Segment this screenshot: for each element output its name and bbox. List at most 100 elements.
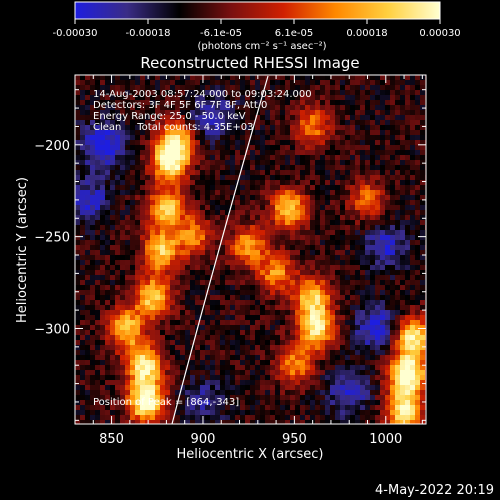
heatmap-cell: [125, 110, 131, 116]
heatmap-cell: [210, 355, 216, 361]
heatmap-cell: [200, 185, 206, 191]
heatmap-cell: [130, 290, 136, 296]
heatmap-cell: [110, 395, 116, 401]
heatmap-cell: [310, 245, 316, 251]
heatmap-cell: [370, 135, 376, 141]
heatmap-cell: [145, 170, 151, 176]
heatmap-cell: [375, 125, 381, 131]
heatmap-cell: [105, 235, 111, 241]
heatmap-cell: [85, 205, 91, 211]
heatmap-cell: [200, 310, 206, 316]
heatmap-cell: [330, 390, 336, 396]
heatmap-cell: [415, 370, 421, 376]
heatmap-cell: [250, 85, 256, 91]
heatmap-cell: [125, 145, 131, 151]
heatmap-cell: [80, 195, 86, 201]
heatmap-cell: [80, 275, 86, 281]
heatmap-cell: [320, 165, 326, 171]
heatmap-cell: [385, 285, 391, 291]
heatmap-cell: [330, 270, 336, 276]
heatmap-cell: [180, 185, 186, 191]
heatmap-cell: [110, 175, 116, 181]
heatmap-cell: [365, 215, 371, 221]
heatmap-cell: [130, 210, 136, 216]
heatmap-cell: [200, 95, 206, 101]
heatmap-cell: [100, 395, 106, 401]
heatmap-cell: [300, 115, 306, 121]
heatmap-cell: [270, 255, 276, 261]
heatmap-cell: [390, 365, 396, 371]
heatmap-cell: [185, 155, 191, 161]
heatmap-cell: [345, 90, 351, 96]
heatmap-cell: [235, 215, 241, 221]
heatmap-cell: [275, 350, 281, 356]
heatmap-cell: [350, 195, 356, 201]
heatmap-cell: [325, 385, 331, 391]
heatmap-cell: [130, 240, 136, 246]
heatmap-cell: [300, 375, 306, 381]
heatmap-cell: [165, 220, 171, 226]
heatmap-cell: [405, 140, 411, 146]
heatmap-cell: [275, 255, 281, 261]
heatmap-cell: [360, 140, 366, 146]
heatmap-cell: [205, 100, 211, 106]
heatmap-cell: [80, 110, 86, 116]
heatmap-cell: [335, 90, 341, 96]
heatmap-cell: [375, 90, 381, 96]
heatmap-cell: [245, 270, 251, 276]
heatmap-cell: [210, 165, 216, 171]
heatmap-cell: [150, 115, 156, 121]
heatmap-cell: [295, 150, 301, 156]
heatmap-cell: [235, 230, 241, 236]
heatmap-cell: [120, 275, 126, 281]
heatmap-cell: [105, 80, 111, 86]
heatmap-cell: [235, 190, 241, 196]
heatmap-cell: [195, 315, 201, 321]
heatmap-cell: [80, 355, 86, 361]
heatmap-cell: [335, 340, 341, 346]
heatmap-cell: [110, 265, 116, 271]
heatmap-cell: [110, 260, 116, 266]
heatmap-cell: [125, 305, 131, 311]
heatmap-cell: [120, 390, 126, 396]
heatmap-cell: [155, 320, 161, 326]
heatmap-cell: [355, 205, 361, 211]
heatmap-cell: [85, 100, 91, 106]
heatmap-cell: [225, 400, 231, 406]
heatmap-cell: [405, 400, 411, 406]
heatmap-cell: [75, 375, 81, 381]
heatmap-cell: [290, 405, 296, 411]
heatmap-cell: [365, 165, 371, 171]
heatmap-cell: [245, 285, 251, 291]
heatmap-cell: [270, 395, 276, 401]
heatmap-cell: [260, 130, 266, 136]
heatmap-cell: [110, 340, 116, 346]
heatmap-cell: [225, 175, 231, 181]
heatmap-cell: [175, 240, 181, 246]
heatmap-cell: [215, 95, 221, 101]
heatmap-cell: [350, 315, 356, 321]
heatmap-cell: [190, 230, 196, 236]
heatmap-cell: [280, 355, 286, 361]
heatmap-cell: [260, 210, 266, 216]
heatmap-cell: [420, 205, 426, 211]
heatmap-cell: [295, 100, 301, 106]
heatmap-cell: [390, 320, 396, 326]
heatmap-cell: [390, 210, 396, 216]
heatmap-cell: [145, 350, 151, 356]
heatmap-cell: [185, 290, 191, 296]
heatmap-cell: [325, 200, 331, 206]
heatmap-cell: [400, 235, 406, 241]
heatmap-cell: [185, 125, 191, 131]
heatmap-cell: [340, 380, 346, 386]
heatmap-cell: [160, 220, 166, 226]
heatmap-cell: [420, 285, 426, 291]
heatmap-cell: [220, 420, 226, 424]
heatmap-cell: [365, 330, 371, 336]
heatmap-cell: [245, 95, 251, 101]
heatmap-cell: [355, 230, 361, 236]
heatmap-cell: [175, 295, 181, 301]
heatmap-cell: [165, 310, 171, 316]
heatmap-cell: [410, 75, 416, 81]
heatmap-cell: [255, 265, 261, 271]
